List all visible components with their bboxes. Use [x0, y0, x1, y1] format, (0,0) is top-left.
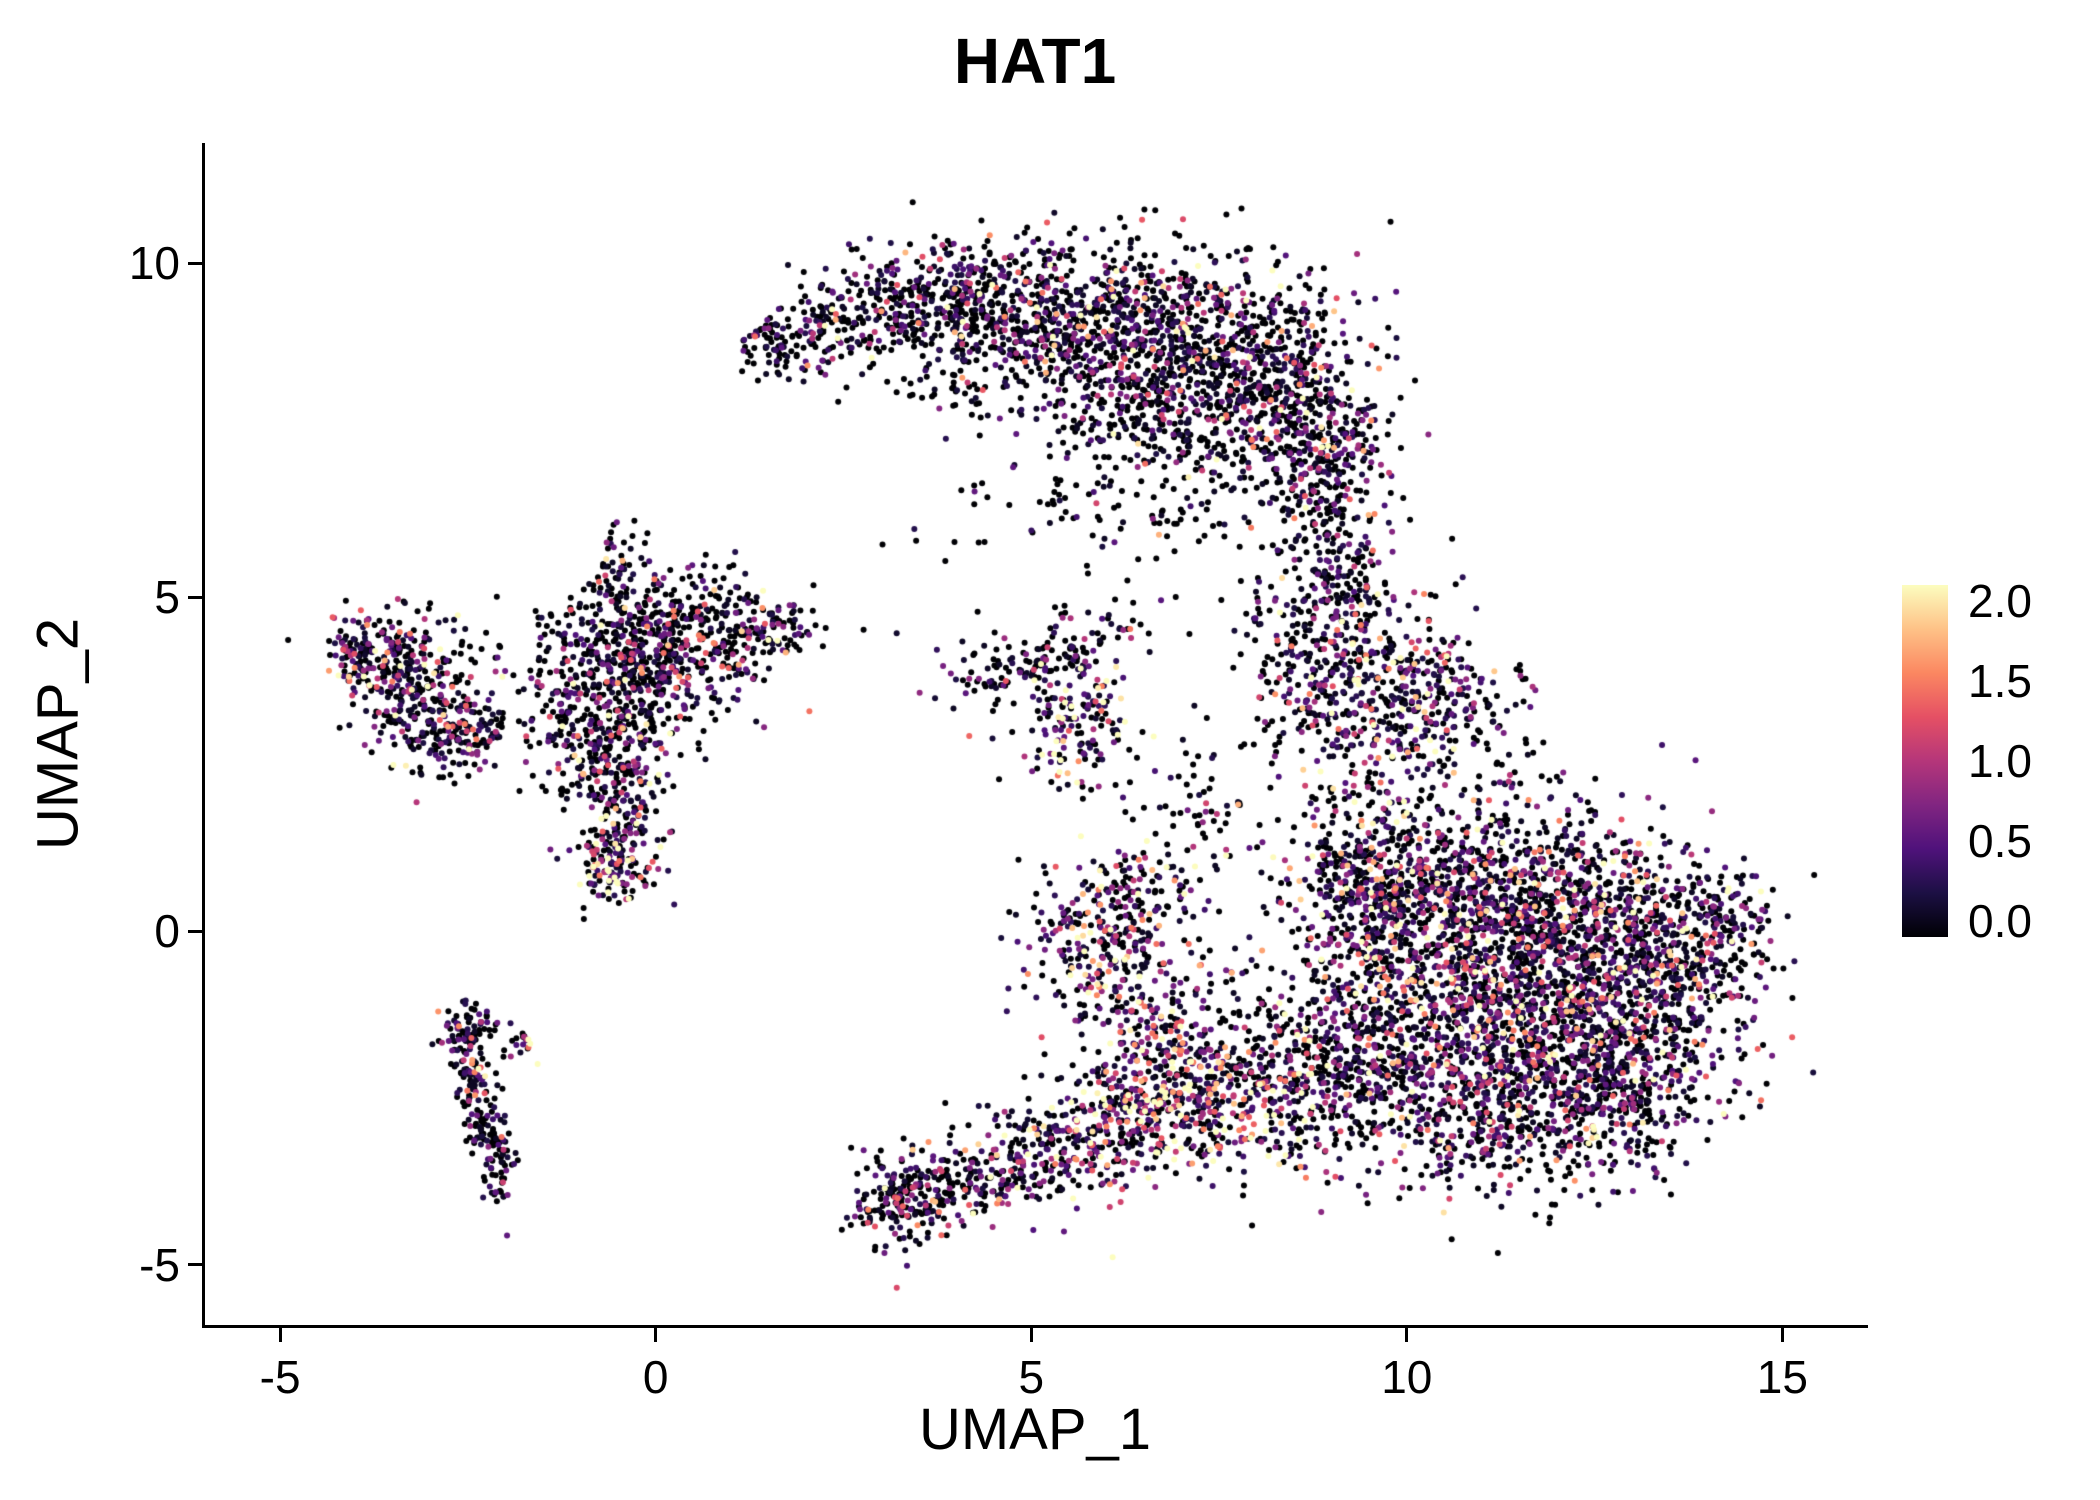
x-tick-mark	[1780, 1328, 1784, 1342]
x-tick-mark	[1405, 1328, 1409, 1342]
colorbar-gradient	[1902, 585, 1948, 937]
x-tick-label: -5	[259, 1351, 301, 1403]
x-tick-label: 0	[642, 1351, 669, 1403]
y-tick-mark	[188, 261, 202, 265]
colorbar-tick-label: 1.5	[1968, 655, 2032, 707]
colorbar-tick-label: 2.0	[1968, 575, 2032, 627]
y-axis-title: UMAP_2	[25, 617, 91, 851]
x-tick-mark	[278, 1328, 282, 1342]
y-tick-label: 10	[128, 237, 180, 290]
y-tick-mark	[188, 595, 202, 599]
x-tick-label: 5	[1018, 1351, 1045, 1403]
y-tick-mark	[188, 1263, 202, 1267]
y-tick-mark	[188, 929, 202, 933]
y-tick-label: 5	[154, 571, 180, 624]
y-tick-label: 0	[154, 905, 180, 957]
colorbar-tick-label: 0.0	[1968, 895, 2032, 947]
x-tick-mark	[1029, 1328, 1033, 1342]
colorbar-tick-label: 1.0	[1968, 735, 2032, 787]
x-axis-title: UMAP_1	[918, 1397, 1152, 1462]
x-tick-label: 10	[1381, 1351, 1433, 1403]
colorbar-tick-label: 0.5	[1968, 815, 2032, 867]
axis-lines	[202, 143, 1868, 1328]
y-tick-label: -5	[139, 1238, 180, 1291]
x-tick-label: 15	[1756, 1351, 1808, 1403]
x-tick-mark	[654, 1328, 658, 1342]
